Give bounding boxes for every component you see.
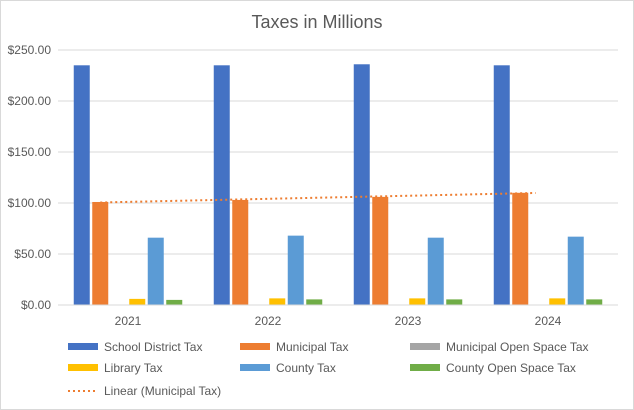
y-tick-label: $200.00: [8, 94, 52, 108]
bar: [232, 199, 249, 305]
bars: [73, 64, 603, 305]
legend-label: Municipal Tax: [276, 340, 348, 354]
y-axis-ticks: $0.00 $50.00 $100.00 $150.00 $200.00 $250.00: [8, 43, 52, 312]
bar: [512, 192, 529, 305]
legend-label: Linear (Municipal Tax): [104, 384, 221, 398]
bar: [427, 237, 444, 305]
bar: [213, 65, 230, 305]
trendline-municipal: [100, 191, 536, 204]
bar: [586, 299, 603, 305]
y-tick-label: $50.00: [14, 247, 51, 261]
bar: [446, 299, 463, 305]
x-tick-label: 2024: [535, 314, 562, 328]
x-tick-label: 2021: [115, 314, 142, 328]
bar: [269, 298, 286, 305]
legend-swatch: [410, 364, 440, 371]
legend-label: Municipal Open Space Tax: [446, 340, 589, 354]
bar: [567, 236, 584, 305]
bar: [147, 237, 164, 305]
legend-swatch: [240, 343, 270, 350]
legend-label: School District Tax: [104, 340, 202, 354]
legend-label: County Tax: [276, 361, 336, 375]
bar: [353, 64, 370, 305]
y-tick-label: $250.00: [8, 43, 52, 57]
bar: [306, 299, 323, 305]
y-tick-label: $100.00: [8, 196, 52, 210]
bar: [129, 298, 146, 305]
bar: [372, 196, 389, 305]
bar: [92, 201, 109, 305]
legend-swatch: [68, 364, 98, 371]
bar: [73, 65, 90, 305]
x-tick-label: 2023: [395, 314, 422, 328]
legend-swatch: [240, 364, 270, 371]
bar: [409, 298, 426, 305]
legend: School District Tax Municipal Tax Municipa…: [68, 340, 589, 398]
gridlines: [58, 49, 618, 255]
x-tick-label: 2022: [255, 314, 282, 328]
bar: [493, 65, 510, 305]
x-axis: 2021 2022 2023 2024: [58, 304, 618, 328]
bar: [287, 235, 304, 305]
legend-swatch: [410, 343, 440, 350]
bar: [166, 299, 183, 305]
trendline: [100, 191, 536, 204]
legend-label: County Open Space Tax: [446, 361, 576, 375]
bar: [549, 298, 566, 305]
y-tick-label: $0.00: [21, 298, 51, 312]
y-tick-label: $150.00: [8, 145, 52, 159]
legend-label: Library Tax: [104, 361, 162, 375]
chart-title: Taxes in Millions: [251, 12, 382, 32]
legend-swatch: [68, 343, 98, 350]
